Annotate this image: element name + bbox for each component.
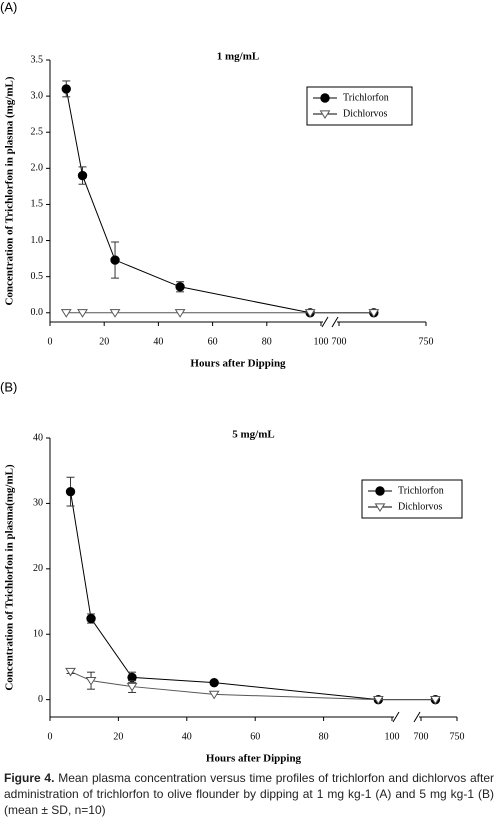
y-tick-label: 0.0 — [31, 307, 44, 318]
x-tick-label: 750 — [419, 336, 434, 347]
data-point — [429, 695, 441, 705]
legend-marker — [375, 486, 385, 496]
y-tick-label: 0.5 — [31, 271, 44, 282]
data-point — [65, 667, 76, 677]
legend-label: Trichlorfon — [398, 485, 444, 496]
y-tick-label: 2.5 — [31, 127, 44, 138]
data-point — [60, 309, 72, 318]
legend-box — [361, 479, 463, 519]
y-tick-label: 10 — [33, 629, 43, 640]
x-tick-label: 40 — [182, 731, 192, 742]
y-tick-label: 20 — [33, 563, 43, 574]
y-tick-label: 1.5 — [31, 199, 44, 210]
axis-break — [413, 711, 421, 723]
y-tick-label: 40 — [33, 432, 43, 443]
series-line — [70, 491, 436, 701]
x-tick-label: 100 — [385, 731, 400, 742]
series-line — [70, 671, 436, 701]
y-tick-label: 2.0 — [31, 163, 44, 174]
caption-text: Mean plasma concentration versus time pr… — [4, 771, 494, 817]
axis-break — [331, 316, 339, 328]
y-axis-label: Concentration of Trichlorfon in plasma (… — [4, 76, 16, 305]
legend-marker — [374, 503, 386, 512]
axis-break — [321, 316, 329, 328]
chart-title: 5 mg/mL — [232, 429, 274, 441]
data-point — [304, 309, 316, 318]
x-axis-label: Hours after Dipping — [206, 753, 302, 765]
x-tick-label: 40 — [153, 336, 163, 347]
data-point — [209, 677, 219, 688]
x-axis-label: Hours after Dipping — [190, 358, 286, 370]
data-point — [110, 255, 120, 265]
caption-label: Figure 4. — [4, 771, 55, 785]
data-point — [77, 170, 88, 181]
legend-label: Trichlorfon — [343, 92, 389, 103]
y-tick-label: 1.0 — [31, 235, 44, 246]
figure: (A) 1 mg/mL 0.0 0.5 1.0 1.5 2.0 2.5 3.0 3.5 0 20 40 6… — [0, 0, 465, 765]
panel-label: (B) — [0, 379, 17, 394]
data-point — [61, 84, 71, 94]
x-tick-label: 20 — [113, 731, 123, 742]
data-point — [65, 486, 76, 497]
panel-label: (A) — [0, 0, 17, 14]
y-tick-label: 0 — [38, 694, 43, 705]
data-point — [208, 690, 220, 700]
x-tick-label: 20 — [99, 336, 109, 347]
data-point — [175, 282, 185, 292]
x-tick-label: 750 — [450, 731, 465, 742]
y-axis-label: Concentration of Trichlorfon in plasma(m… — [4, 464, 16, 691]
legend-marker — [319, 110, 331, 119]
data-point — [368, 309, 380, 318]
caption: Figure 4. Mean plasma concentration vers… — [4, 770, 494, 818]
x-tick-label: 700 — [332, 336, 347, 347]
legend-label: Dichlorvos — [398, 501, 443, 512]
data-point — [85, 677, 97, 686]
chart-title: 1 mg/mL — [217, 51, 259, 63]
x-tick-label: 80 — [319, 731, 329, 742]
x-tick-label: 80 — [262, 336, 272, 347]
y-tick-label: 30 — [33, 498, 43, 509]
data-point — [372, 695, 384, 705]
data-point — [109, 309, 121, 318]
data-point — [86, 613, 96, 624]
legend-marker — [320, 93, 330, 103]
x-tick-label: 0 — [48, 336, 53, 347]
x-tick-label: 60 — [250, 731, 260, 742]
axis-break — [392, 711, 400, 723]
y-tick-label: 3.0 — [31, 90, 44, 101]
data-point — [126, 682, 138, 692]
legend-label: Dichlorvos — [343, 108, 388, 119]
x-tick-label: 100 — [314, 336, 329, 347]
data-point — [77, 309, 88, 318]
x-tick-label: 700 — [414, 731, 429, 742]
x-tick-label: 60 — [208, 336, 218, 347]
y-tick-label: 3.5 — [31, 54, 44, 65]
x-tick-label: 0 — [48, 731, 53, 742]
data-point — [174, 309, 186, 318]
